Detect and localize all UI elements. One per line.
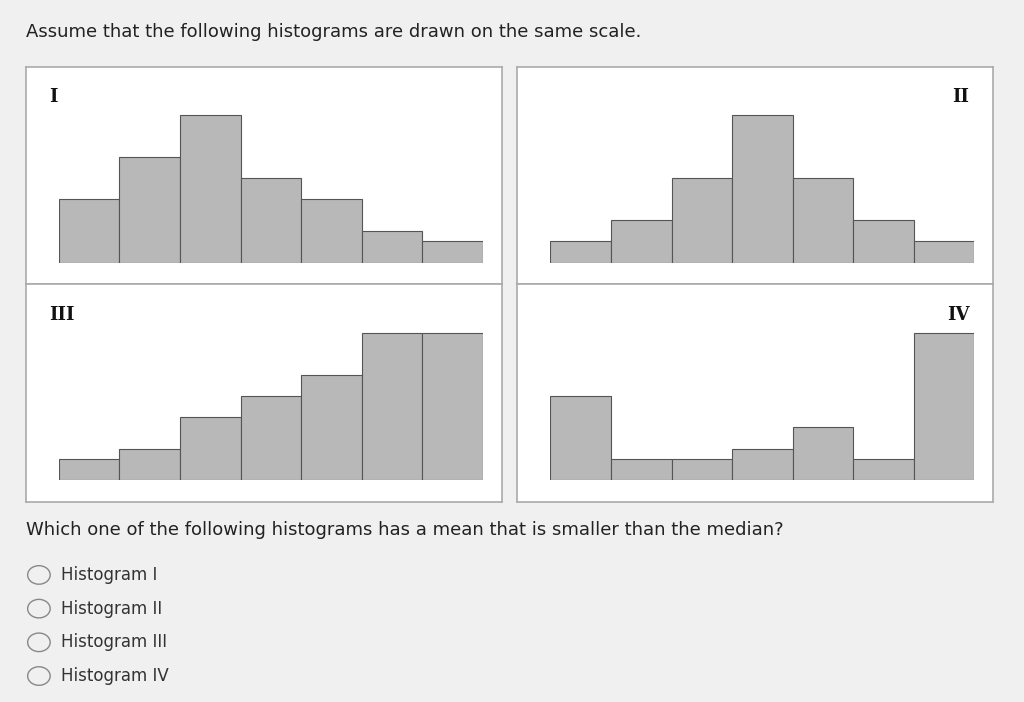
Bar	[611, 459, 672, 480]
Text: Assume that the following histograms are drawn on the same scale.: Assume that the following histograms are…	[26, 22, 641, 41]
Bar	[241, 396, 301, 480]
Bar	[59, 199, 120, 263]
Bar	[732, 449, 793, 480]
Bar	[301, 375, 361, 480]
Bar	[361, 231, 422, 263]
Bar	[241, 178, 301, 263]
Bar	[422, 333, 482, 480]
Bar	[913, 333, 974, 480]
Bar	[672, 178, 732, 263]
Bar	[180, 417, 241, 480]
Bar	[913, 241, 974, 263]
Text: III: III	[49, 306, 75, 324]
Bar	[672, 459, 732, 480]
Bar	[853, 220, 913, 263]
Bar	[611, 220, 672, 263]
Text: Histogram II: Histogram II	[61, 600, 163, 618]
Text: Which one of the following histograms has a mean that is smaller than the median: Which one of the following histograms ha…	[26, 522, 783, 539]
Bar	[551, 241, 611, 263]
Bar	[853, 459, 913, 480]
Text: I: I	[49, 88, 58, 107]
Bar	[793, 178, 853, 263]
Text: Histogram IV: Histogram IV	[61, 667, 169, 685]
Bar	[732, 115, 793, 263]
Text: II: II	[952, 88, 970, 107]
Bar	[120, 449, 180, 480]
Bar	[422, 241, 482, 263]
Bar	[180, 115, 241, 263]
Bar	[59, 459, 120, 480]
Text: IV: IV	[947, 306, 970, 324]
Bar	[120, 157, 180, 263]
Bar	[551, 396, 611, 480]
Bar	[301, 199, 361, 263]
Bar	[361, 333, 422, 480]
Text: Histogram III: Histogram III	[61, 633, 168, 651]
Text: Histogram I: Histogram I	[61, 566, 158, 584]
Bar	[793, 428, 853, 480]
